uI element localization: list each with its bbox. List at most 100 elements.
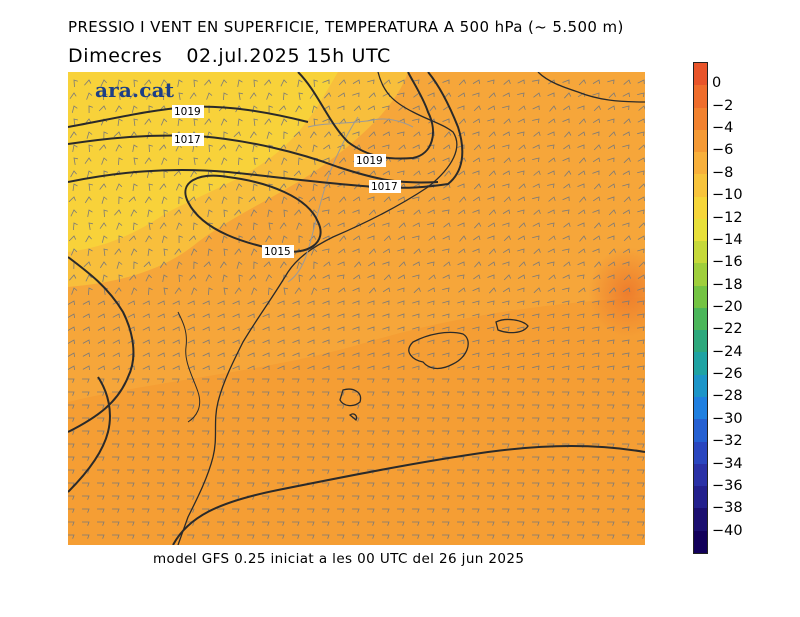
wind-barb [623, 274, 632, 281]
wind-barb [232, 534, 240, 539]
wind-barb [97, 482, 105, 487]
wind-barb [457, 183, 465, 189]
wind-barb [223, 287, 228, 295]
wind-barb [142, 313, 150, 319]
wind-barb [204, 157, 212, 164]
wind-barb [247, 508, 255, 513]
wind-barb [592, 365, 600, 370]
wind-barb [112, 417, 120, 422]
wind-barb [487, 443, 495, 448]
wind-barb [68, 495, 75, 500]
wind-barb [217, 443, 225, 448]
wind-barb [118, 274, 123, 283]
wind-barb [337, 261, 345, 267]
wind-barb [268, 222, 273, 230]
wind-barb [232, 495, 240, 500]
wind-barb [232, 456, 240, 461]
wind-barb [563, 222, 571, 228]
wind-barb [157, 534, 165, 539]
wind-barb [277, 326, 285, 332]
wind-barb [442, 157, 450, 163]
wind-barb [352, 534, 360, 539]
wind-barb [472, 196, 481, 202]
wind-barb [178, 235, 183, 244]
wind-barb [547, 365, 555, 371]
wind-barb [97, 352, 105, 358]
wind-barb [458, 248, 466, 254]
wind-barb [382, 430, 390, 435]
wind-barb [608, 131, 616, 138]
wind-barb [622, 508, 630, 513]
wind-barb [264, 196, 272, 204]
wind-barb [592, 248, 600, 254]
wind-barb [352, 287, 360, 293]
wind-barb [532, 339, 540, 345]
wind-barb [397, 131, 405, 137]
wind-barb [442, 443, 450, 448]
wind-barb [172, 417, 180, 422]
wind-barb [577, 482, 585, 487]
wind-barb [130, 248, 138, 256]
wind-barb [292, 339, 300, 345]
wind-barb [172, 495, 180, 500]
wind-barb [592, 170, 600, 176]
wind-barb [247, 521, 255, 526]
wind-barb [532, 508, 540, 513]
wind-barb [253, 118, 258, 126]
wind-barb [307, 404, 315, 409]
wind-barb [353, 235, 361, 241]
wind-barb [232, 508, 240, 513]
wind-barb [204, 118, 212, 125]
wind-barb [607, 196, 615, 202]
wind-barb [159, 144, 167, 151]
wind-barb [337, 391, 345, 396]
wind-barb [308, 196, 316, 203]
wind-barb [277, 417, 285, 422]
wind-barb [339, 196, 347, 203]
wind-barb [112, 430, 120, 435]
wind-barb [397, 365, 405, 371]
colorbar-swatch [694, 107, 707, 130]
wind-barb [367, 443, 375, 448]
wind-barb [322, 313, 330, 318]
wind-barb [412, 157, 420, 163]
wind-barb [172, 508, 180, 513]
isobar-west-trough [68, 256, 135, 433]
wind-barb [281, 196, 288, 204]
wind-barb [187, 482, 195, 487]
wind-barb [592, 352, 600, 357]
wind-barb [398, 105, 406, 111]
wind-barb [338, 118, 347, 125]
wind-barb [97, 521, 105, 526]
wind-barb [564, 92, 572, 99]
wind-barb [548, 157, 556, 163]
wind-barb [427, 326, 435, 332]
region-border-catalonia [287, 116, 359, 283]
wind-barb [607, 521, 615, 526]
wind-barb [472, 131, 480, 137]
wind-barb [487, 417, 495, 422]
colorbar-label: −14 [712, 231, 743, 248]
wind-barb [382, 352, 390, 358]
wind-barb [337, 417, 345, 422]
wind-barb [502, 378, 510, 383]
colorbar-swatch [694, 486, 707, 509]
wind-barb [472, 495, 480, 500]
wind-barb [307, 300, 315, 305]
wind-barb [472, 170, 480, 176]
coastline-france [537, 72, 645, 103]
wind-barb [382, 339, 390, 345]
wind-barb [517, 157, 525, 163]
wind-barb [277, 443, 285, 448]
wind-barb [142, 430, 150, 435]
wind-barb [563, 144, 571, 150]
wind-barb [217, 313, 225, 319]
wind-barb [82, 339, 90, 345]
wind-barb [307, 430, 315, 435]
wind-barb [322, 287, 330, 293]
colorbar-label: 0 [712, 75, 722, 92]
wind-barb [84, 79, 92, 86]
wind-barb [148, 287, 153, 296]
brand-logo[interactable]: ara.cat [95, 78, 175, 102]
wind-barb [337, 92, 346, 98]
